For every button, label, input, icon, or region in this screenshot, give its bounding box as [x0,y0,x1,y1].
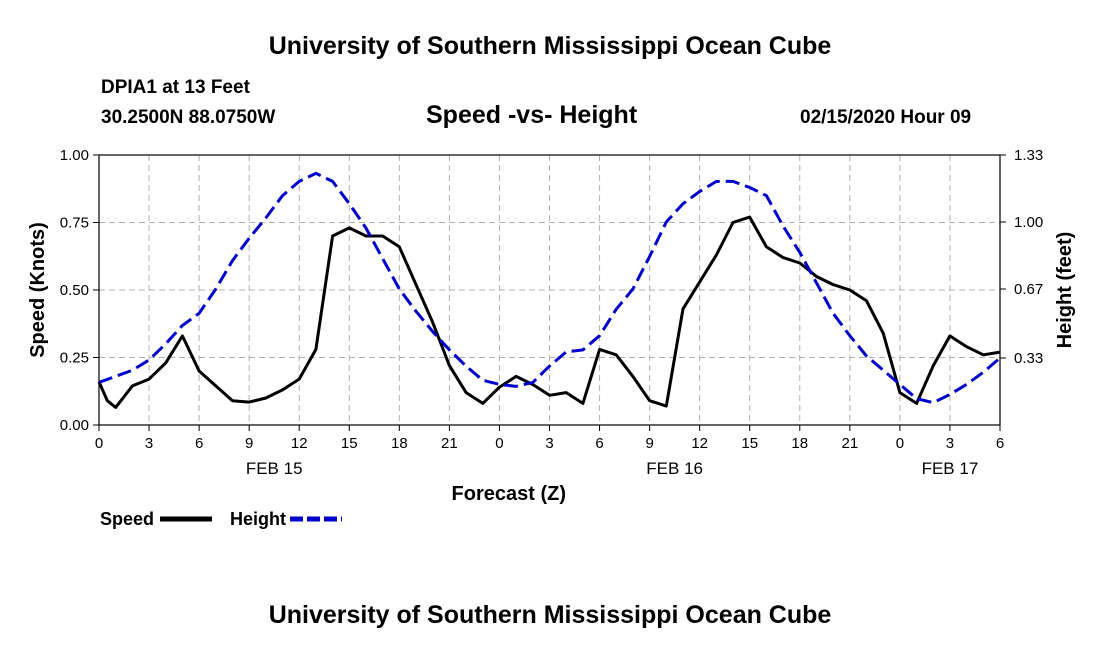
x-tick-label: 9 [245,435,253,452]
page-title: University of Southern Mississippi Ocean… [268,32,832,60]
footer-title: University of Southern Mississippi Ocean… [268,601,832,629]
x-tick-label: 0 [896,435,904,452]
speed-series-line [97,215,1001,409]
y-tick-label: 0.50 [60,282,89,299]
y-tick-label: 0.00 [60,417,89,434]
x-tick-label: 18 [391,435,408,452]
x-tick-label: 3 [145,435,153,452]
x-tick-label: 0 [95,435,103,452]
x-tick-label: 12 [291,435,308,452]
x-tick-label: 21 [841,435,858,452]
series-layer [97,171,1001,409]
y2-axis-label: Height (feet) [1054,232,1076,349]
date-label: FEB 15 [246,459,303,478]
x-tick-label: 0 [495,435,503,452]
y2-tick-label: 1.33 [1014,147,1043,164]
legend: Speed Height [100,509,342,529]
y2-tick-label: 1.00 [1014,214,1043,231]
y2-tick-label: 0.67 [1014,281,1043,298]
legend-height-label: Height [230,509,286,529]
x-axis-label: Forecast (Z) [452,483,566,505]
y-tick-label: 1.00 [60,147,89,164]
x-tick-label: 3 [946,435,954,452]
x-tick-label: 6 [595,435,603,452]
station-coords: 30.2500N 88.0750W [101,107,276,128]
x-tick-label: 15 [741,435,758,452]
x-tick-label: 18 [791,435,808,452]
x-tick-label: 6 [195,435,203,452]
x-tick-label: 3 [545,435,553,452]
legend-speed-label: Speed [100,509,154,529]
y-tick-label: 0.25 [60,350,89,367]
date-label: FEB 17 [922,459,979,478]
x-tick-label: 21 [441,435,458,452]
station-name: DPIA1 at 13 Feet [101,77,250,98]
x-tick-label: 9 [645,435,653,452]
x-tick-label: 6 [996,435,1004,452]
y-axis-label: Speed (Knots) [27,222,49,358]
grid [99,155,1000,425]
date-label: FEB 16 [646,459,703,478]
chart-subtitle: Speed -vs- Height [426,101,638,129]
height-series-line [98,171,1001,405]
axes: 0 3 6 9 12 15 18 21 0 3 6 9 12 15 18 21 0 3 6 0.00 0.25 0.50 0… [60,147,1043,478]
y2-tick-label: 0.33 [1014,350,1043,367]
y-tick-label: 0.75 [60,215,89,232]
x-tick-label: 12 [691,435,708,452]
x-tick-label: 15 [341,435,358,452]
forecast-datetime: 02/15/2020 Hour 09 [800,107,972,128]
